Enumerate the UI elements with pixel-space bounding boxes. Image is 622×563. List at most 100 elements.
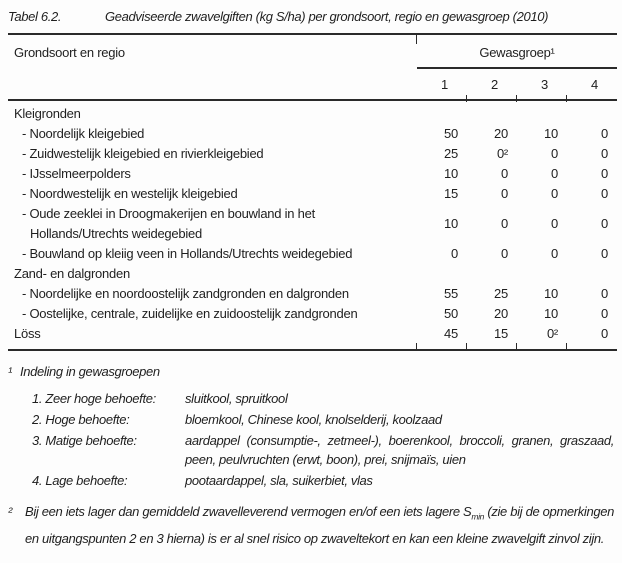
- column-header-4: 4: [591, 76, 598, 92]
- footnote-2: ² Bij een iets lager dan gemiddeld zwavel…: [8, 501, 614, 549]
- crop-group-term: 4. Lage behoefte:: [32, 473, 128, 488]
- row-label: - Noordelijke en noordoostelijk zandgron…: [22, 286, 349, 301]
- cell-value: 0: [601, 126, 608, 141]
- table-caption: Tabel 6.2. Geadviseerde zwavelgiften (kg…: [0, 0, 622, 25]
- cell-value: 0: [601, 186, 608, 201]
- crop-group-term: 2. Hoge behoefte:: [32, 412, 130, 427]
- header-column-tick: [566, 95, 567, 102]
- footnote-1-title: Indeling in gewasgroepen: [20, 364, 160, 379]
- crop-group-desc: bloemkool, Chinese kool, knolselderij, k…: [185, 412, 442, 427]
- footnote-2-text-before: Bij een iets lager dan gemiddeld zwavell…: [25, 504, 472, 519]
- header-sub-rule-row: [8, 67, 617, 102]
- table-caption-text: Geadviseerde zwavelgiften (kg S/ha) per …: [105, 9, 549, 24]
- cell-value: 20: [494, 306, 508, 321]
- table-row-bouwland-op-kleiig-veen: - Bouwland op kleiig veen in Hollands/Ut…: [8, 244, 617, 264]
- row-label-line-1: - Oude zeeklei in Droogmakerijen en bouw…: [22, 206, 315, 221]
- cell-value: 0: [551, 246, 558, 261]
- crop-group-desc: pootaardappel, sla, suikerbiet, vlas: [185, 473, 373, 488]
- cell-value: 0: [551, 166, 558, 181]
- cell-value: 0: [601, 216, 608, 231]
- footer-column-tick: [566, 343, 567, 349]
- column-header-3: 3: [541, 76, 548, 92]
- footnote-1-marker: ¹: [8, 364, 12, 379]
- cell-value: 0: [601, 166, 608, 181]
- crop-group-item-1: 1. Zeer hoge behoefte: sluitkool, spruit…: [32, 389, 614, 408]
- table-row-zand-en-dalgronden: Zand- en dalgronden: [8, 264, 617, 284]
- table-caption-number: Tabel 6.2.: [8, 9, 62, 24]
- crop-group-item-3: 3. Matige behoefte: aardappel (consumpti…: [32, 431, 614, 469]
- crop-group-list: 1. Zeer hoge behoefte: sluitkool, spruit…: [32, 389, 614, 490]
- table-row-noordelijk-kleigebied: - Noordelijk kleigebied 50 20 10 0: [8, 124, 617, 144]
- header-column-tick: [416, 35, 417, 44]
- footnote-1: ¹ Indeling in gewasgroepen 1. Zeer hoge …: [8, 364, 614, 490]
- table-row-noordwestelijk-kleigebied: - Noordwestelijk en westelijk kleigebied…: [8, 184, 617, 204]
- footnote-1-title-row: ¹ Indeling in gewasgroepen: [8, 364, 614, 380]
- cell-value: 0²: [546, 326, 558, 341]
- footer-column-tick: [416, 343, 417, 349]
- row-label: - Noordwestelijk en westelijk kleigebied: [22, 186, 238, 201]
- table-row-noordelijke-zandgronden: - Noordelijke en noordoostelijk zandgron…: [8, 284, 617, 304]
- footer-column-tick: [466, 343, 467, 349]
- row-label: - Zuidwestelijk kleigebied en rivierklei…: [22, 146, 264, 161]
- crop-group-desc: aardappel (consumptie-, zetmeel-), boere…: [185, 433, 614, 467]
- row-label-line-2: Hollands/Utrechts weidegebied: [30, 226, 202, 241]
- footnote-2-text-after: (zie bij de opmerkingen en uitgangspunte…: [25, 504, 614, 546]
- header-column-tick: [466, 95, 467, 102]
- cell-value: 55: [444, 286, 458, 301]
- cell-value: 0: [451, 246, 458, 261]
- footnote-2-marker: ²: [8, 504, 12, 519]
- row-label: - Noordelijk kleigebied: [22, 126, 145, 141]
- cell-value: 0: [601, 306, 608, 321]
- sulfur-advice-table: Grondsoort en regio Gewasgroep¹ 1 2 3 4 …: [8, 33, 617, 351]
- cell-value: 10: [544, 306, 558, 321]
- cell-value: 0: [551, 216, 558, 231]
- column-header-grondsoort-en-regio: Grondsoort en regio: [14, 45, 125, 60]
- column-header-2: 2: [491, 76, 498, 92]
- s-min-subscript: min: [471, 511, 485, 522]
- table-row-oostelijke-zandgronden: - Oostelijke, centrale, zuidelijke en zu…: [8, 304, 617, 324]
- cell-value: 0: [601, 286, 608, 301]
- cell-value: 0: [601, 146, 608, 161]
- cell-value: 45: [444, 326, 458, 341]
- header-column-tick: [516, 95, 517, 102]
- table-row-zuidwestelijk-kleigebied: - Zuidwestelijk kleigebied en rivierklei…: [8, 144, 617, 164]
- gewasgroep-divider-rule: [417, 67, 617, 69]
- cell-value: 0: [501, 186, 508, 201]
- cell-value: 25: [494, 286, 508, 301]
- crop-group-item-4: 4. Lage behoefte: pootaardappel, sla, su…: [32, 471, 614, 490]
- cell-value: 10: [444, 166, 458, 181]
- cell-value: 0: [601, 246, 608, 261]
- footer-column-tick: [516, 343, 517, 349]
- cell-value: 25: [444, 146, 458, 161]
- cell-value: 0: [501, 166, 508, 181]
- cell-value: 0: [601, 326, 608, 341]
- table-header-row: Grondsoort en regio Gewasgroep¹: [8, 35, 617, 67]
- cell-value: 0: [551, 186, 558, 201]
- crop-group-desc: sluitkool, spruitkool: [185, 391, 288, 406]
- cell-value: 20: [494, 126, 508, 141]
- cell-value: 50: [444, 126, 458, 141]
- cell-value: 0: [501, 246, 508, 261]
- cell-value: 15: [494, 326, 508, 341]
- table-row-ijsselmeerpolders: - IJsselmeerpolders 10 0 0 0: [8, 164, 617, 184]
- cell-value: 50: [444, 306, 458, 321]
- cell-value: 0: [551, 146, 558, 161]
- cell-value: 10: [544, 126, 558, 141]
- crop-group-item-2: 2. Hoge behoefte: bloemkool, Chinese koo…: [32, 410, 614, 429]
- row-label: Zand- en dalgronden: [14, 266, 130, 281]
- column-group-header-gewasgroep: Gewasgroep¹: [479, 45, 555, 60]
- row-label: Löss: [14, 326, 41, 341]
- table-row-kleigronden: Kleigronden: [8, 104, 617, 124]
- column-header-1: 1: [441, 76, 448, 92]
- row-label: - IJsselmeerpolders: [22, 166, 131, 181]
- table-row-loss: Löss 45 15 0² 0: [8, 324, 617, 344]
- cell-value: 10: [444, 216, 458, 231]
- row-label: - Oude zeeklei in Droogmakerijen en bouw…: [8, 204, 417, 244]
- cell-value: 0: [501, 216, 508, 231]
- cell-value: 0²: [496, 146, 508, 161]
- row-label: Kleigronden: [14, 106, 81, 121]
- table-header: Grondsoort en regio Gewasgroep¹ 1 2 3 4: [8, 33, 617, 102]
- table-body: Kleigronden - Noordelijk kleigebied 50 2…: [8, 101, 617, 351]
- crop-group-term: 1. Zeer hoge behoefte:: [32, 391, 156, 406]
